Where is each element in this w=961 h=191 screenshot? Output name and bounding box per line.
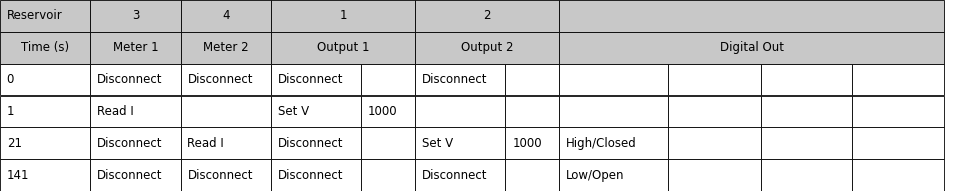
Bar (505, 127, 559, 159)
Bar (271, 96, 361, 127)
Bar (505, 96, 559, 127)
Text: 1000: 1000 (368, 105, 398, 118)
Bar (559, 64, 668, 96)
Bar (668, 64, 761, 96)
Bar (559, 127, 668, 159)
Bar (90, 32, 181, 64)
Text: Disconnect: Disconnect (422, 73, 487, 86)
Bar (181, 127, 271, 159)
Bar (505, 64, 559, 96)
Text: Disconnect: Disconnect (278, 137, 343, 150)
Text: 2: 2 (483, 9, 491, 22)
Bar (761, 159, 852, 191)
Bar (181, 96, 271, 127)
Bar (761, 64, 852, 96)
Bar (90, 127, 181, 159)
Bar (361, 96, 415, 127)
Text: Disconnect: Disconnect (97, 73, 162, 86)
Bar (361, 64, 415, 96)
Bar (181, 32, 271, 64)
Bar (181, 0, 271, 32)
Text: High/Closed: High/Closed (566, 137, 637, 150)
Text: 1000: 1000 (512, 137, 542, 150)
Text: 1: 1 (7, 105, 14, 118)
Bar (852, 159, 944, 191)
Bar (559, 96, 668, 127)
Text: Disconnect: Disconnect (187, 169, 253, 182)
Bar (415, 32, 559, 64)
Bar (415, 64, 505, 96)
Bar (361, 159, 415, 191)
Text: Disconnect: Disconnect (278, 169, 343, 182)
Bar (0, 96, 90, 127)
Bar (668, 127, 761, 159)
Bar (271, 0, 415, 32)
Bar (90, 64, 181, 96)
Text: Disconnect: Disconnect (187, 73, 253, 86)
Bar (415, 127, 505, 159)
Text: Low/Open: Low/Open (566, 169, 625, 182)
Bar (0, 127, 90, 159)
Text: Set V: Set V (422, 137, 453, 150)
Text: 141: 141 (7, 169, 29, 182)
Bar (852, 96, 944, 127)
Bar (90, 159, 181, 191)
Text: 3: 3 (132, 9, 139, 22)
Bar (181, 159, 271, 191)
Bar (415, 159, 505, 191)
Bar (852, 127, 944, 159)
Text: Disconnect: Disconnect (422, 169, 487, 182)
Bar (271, 64, 361, 96)
Text: 21: 21 (7, 137, 22, 150)
Bar (668, 96, 761, 127)
Text: Read I: Read I (187, 137, 224, 150)
Bar (559, 32, 944, 64)
Text: 0: 0 (7, 73, 14, 86)
Text: Read I: Read I (97, 105, 134, 118)
Bar (0, 0, 90, 32)
Bar (761, 127, 852, 159)
Bar (415, 0, 559, 32)
Bar (761, 96, 852, 127)
Text: Reservoir: Reservoir (7, 9, 62, 22)
Bar (0, 32, 90, 64)
Text: 1: 1 (339, 9, 347, 22)
Bar (271, 32, 415, 64)
Bar (90, 0, 181, 32)
Bar (361, 127, 415, 159)
Text: Meter 2: Meter 2 (203, 41, 249, 54)
Text: Disconnect: Disconnect (97, 169, 162, 182)
Text: Set V: Set V (278, 105, 308, 118)
Bar (181, 64, 271, 96)
Text: 4: 4 (222, 9, 230, 22)
Bar (415, 96, 505, 127)
Text: Meter 1: Meter 1 (112, 41, 159, 54)
Bar (559, 159, 668, 191)
Text: Output 2: Output 2 (461, 41, 513, 54)
Text: Disconnect: Disconnect (97, 137, 162, 150)
Text: Time (s): Time (s) (21, 41, 69, 54)
Text: Output 1: Output 1 (317, 41, 369, 54)
Bar (852, 64, 944, 96)
Bar (90, 96, 181, 127)
Bar (271, 127, 361, 159)
Bar (0, 64, 90, 96)
Bar (668, 159, 761, 191)
Text: Disconnect: Disconnect (278, 73, 343, 86)
Bar (271, 159, 361, 191)
Text: Digital Out: Digital Out (720, 41, 783, 54)
Bar (0, 159, 90, 191)
Bar (559, 0, 944, 32)
Bar (505, 159, 559, 191)
